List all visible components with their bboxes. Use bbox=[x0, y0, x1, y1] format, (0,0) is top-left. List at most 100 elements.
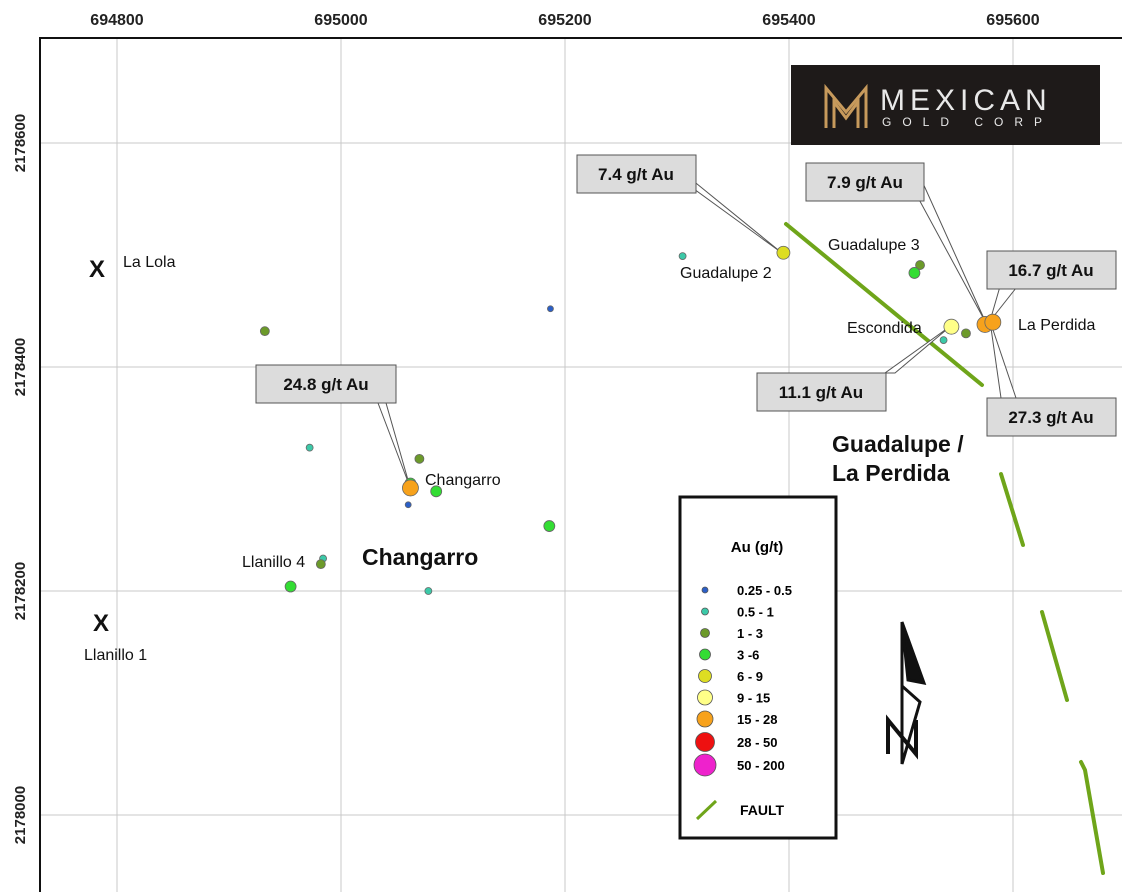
map-grid bbox=[40, 38, 1122, 892]
legend: Au (g/t) 0.25 - 0.5 0.5 - 1 1 - 3 3 -6 6 - 9… bbox=[678, 495, 838, 840]
legend-swatch bbox=[701, 607, 709, 616]
label-la-perdida: La Perdida bbox=[1018, 317, 1095, 334]
place-labels: La Lola Llanillo 1 Llanillo 4 Changarro … bbox=[84, 237, 1095, 664]
logo-word-mexican: MEXICAN bbox=[880, 84, 1052, 117]
area-label-guadalupe: Guadalupe / bbox=[832, 431, 964, 457]
x-marker-llanillo-1: X bbox=[93, 610, 109, 637]
x-axis-ticks: 694800 695000 695200 695400 695600 bbox=[90, 12, 1039, 29]
sample-point bbox=[424, 587, 433, 595]
area-label-la-perdida: La Perdida bbox=[832, 460, 950, 486]
callout-box bbox=[576, 154, 697, 194]
sample-point bbox=[908, 267, 921, 279]
sample-point bbox=[543, 520, 556, 532]
legend-item-label: 0.25 - 0.5 bbox=[737, 583, 792, 598]
leader-7-9 bbox=[908, 180, 987, 324]
y-tick: 2178600 bbox=[12, 114, 29, 172]
area-label-changarro: Changarro bbox=[362, 544, 478, 570]
legend-swatch bbox=[698, 669, 712, 683]
callout-text: 16.7 g/t Au bbox=[1008, 261, 1093, 280]
x-marker-la-lola: X bbox=[89, 256, 105, 283]
leader-7-4 bbox=[685, 174, 783, 254]
legend-swatch bbox=[696, 710, 714, 728]
label-llanillo-1: Llanillo 1 bbox=[84, 647, 147, 664]
sample-point bbox=[943, 318, 960, 335]
sample-point bbox=[305, 443, 314, 452]
y-tick: 2178400 bbox=[12, 338, 29, 396]
legend-item-label: 1 - 3 bbox=[737, 626, 763, 641]
sample-points bbox=[259, 245, 1002, 595]
callout-text: 7.9 g/t Au bbox=[827, 173, 903, 192]
legend-swatch bbox=[700, 628, 710, 638]
sample-point bbox=[939, 336, 948, 345]
legend-box bbox=[678, 495, 838, 840]
map-frame bbox=[39, 37, 1122, 892]
sample-point bbox=[678, 252, 687, 261]
label-la-lola: La Lola bbox=[123, 254, 176, 271]
callout-leaders bbox=[377, 174, 1017, 488]
x-tick: 694800 bbox=[90, 12, 143, 29]
leader-24-8 bbox=[377, 402, 411, 488]
sample-point bbox=[961, 328, 971, 339]
callout-text: 7.4 g/t Au bbox=[598, 165, 674, 184]
logo-emblem-icon bbox=[824, 83, 868, 128]
legend-item-label: 28 - 50 bbox=[737, 735, 777, 750]
legend-item-label: 50 - 200 bbox=[737, 758, 785, 773]
callout-box bbox=[805, 162, 925, 202]
grade-callouts: 24.8 g/t Au 7.4 g/t Au 7.9 g/t Au 16.7 g… bbox=[255, 154, 1117, 437]
legend-swatch bbox=[697, 689, 713, 706]
sample-point bbox=[402, 479, 419, 497]
label-guadalupe-3: Guadalupe 3 bbox=[828, 237, 920, 254]
fault-segment bbox=[1079, 760, 1105, 875]
y-axis-ticks: 2178600 2178400 2178200 2178000 bbox=[12, 114, 29, 844]
sample-point bbox=[984, 313, 1002, 331]
label-guadalupe-2: Guadalupe 2 bbox=[680, 265, 772, 282]
legend-swatch bbox=[693, 753, 717, 777]
north-arrow-icon bbox=[886, 621, 927, 765]
legend-swatch bbox=[699, 648, 711, 661]
x-tick: 695400 bbox=[762, 12, 815, 29]
fault-segment bbox=[784, 222, 984, 387]
legend-swatch bbox=[695, 732, 715, 752]
label-escondida: Escondida bbox=[847, 320, 922, 337]
logo-background bbox=[791, 65, 1100, 145]
legend-items: 0.25 - 0.5 0.5 - 1 1 - 3 3 -6 6 - 9 9 - 15 15 … bbox=[693, 583, 792, 777]
logo-word-gold-corp: GOLD CORP bbox=[882, 115, 1053, 129]
legend-item-label: 9 - 15 bbox=[737, 691, 770, 706]
y-tick: 2178200 bbox=[12, 562, 29, 620]
sample-point bbox=[414, 453, 425, 464]
sample-point bbox=[547, 305, 554, 313]
label-llanillo-4: Llanillo 4 bbox=[242, 554, 305, 571]
leader-27-3 bbox=[989, 320, 1017, 399]
legend-item-label: 0.5 - 1 bbox=[737, 605, 774, 620]
callout-box bbox=[986, 397, 1117, 437]
fault-segment bbox=[1040, 610, 1069, 702]
sample-point bbox=[259, 326, 270, 337]
callout-text: 24.8 g/t Au bbox=[283, 375, 368, 394]
sample-point bbox=[915, 260, 925, 270]
sample-point bbox=[315, 559, 326, 570]
legend-swatch bbox=[701, 586, 709, 594]
sample-point bbox=[284, 580, 297, 593]
legend-item-label: 15 - 28 bbox=[737, 712, 777, 727]
legend-item-label: 6 - 9 bbox=[737, 669, 763, 684]
sample-point bbox=[404, 501, 412, 509]
fault-lines bbox=[784, 222, 1105, 875]
x-tick: 695000 bbox=[314, 12, 367, 29]
legend-title: Au (g/t) bbox=[731, 539, 783, 556]
x-tick: 695600 bbox=[986, 12, 1039, 29]
sample-point bbox=[430, 485, 443, 498]
legend-item-label: 3 -6 bbox=[737, 648, 759, 663]
area-labels: Changarro Guadalupe / La Perdida bbox=[362, 431, 964, 570]
x-tick: 695200 bbox=[538, 12, 591, 29]
historic-markers: X X bbox=[89, 256, 109, 637]
callout-box bbox=[986, 250, 1117, 290]
sample-point bbox=[776, 245, 791, 260]
fault-segment bbox=[999, 472, 1025, 547]
leader-11-1 bbox=[883, 324, 953, 374]
company-logo: MEXICAN GOLD CORP bbox=[791, 65, 1100, 145]
label-changarro: Changarro bbox=[425, 472, 501, 489]
callout-box bbox=[756, 372, 887, 412]
legend-fault-label: FAULT bbox=[740, 802, 785, 818]
y-tick: 2178000 bbox=[12, 786, 29, 844]
